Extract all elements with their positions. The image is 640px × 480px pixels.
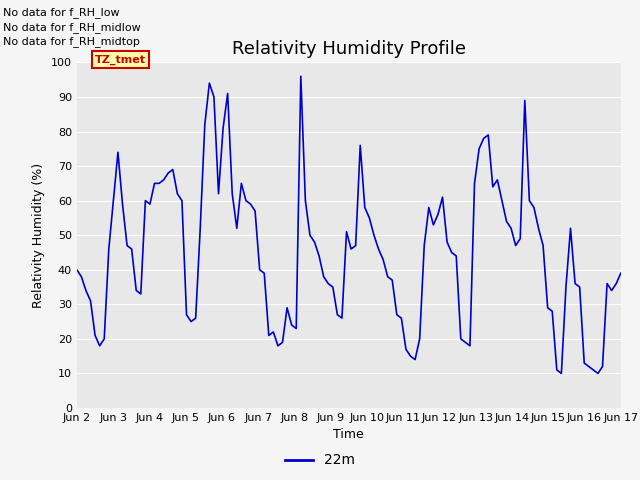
- Title: Relativity Humidity Profile: Relativity Humidity Profile: [232, 40, 466, 58]
- Text: No data for f_RH_midtop: No data for f_RH_midtop: [3, 36, 140, 47]
- Text: No data for f_RH_low: No data for f_RH_low: [3, 7, 120, 18]
- Legend: 22m: 22m: [280, 448, 360, 473]
- Text: No data for f_RH_midlow: No data for f_RH_midlow: [3, 22, 141, 33]
- Y-axis label: Relativity Humidity (%): Relativity Humidity (%): [33, 163, 45, 308]
- X-axis label: Time: Time: [333, 429, 364, 442]
- Text: TZ_tmet: TZ_tmet: [95, 54, 146, 65]
